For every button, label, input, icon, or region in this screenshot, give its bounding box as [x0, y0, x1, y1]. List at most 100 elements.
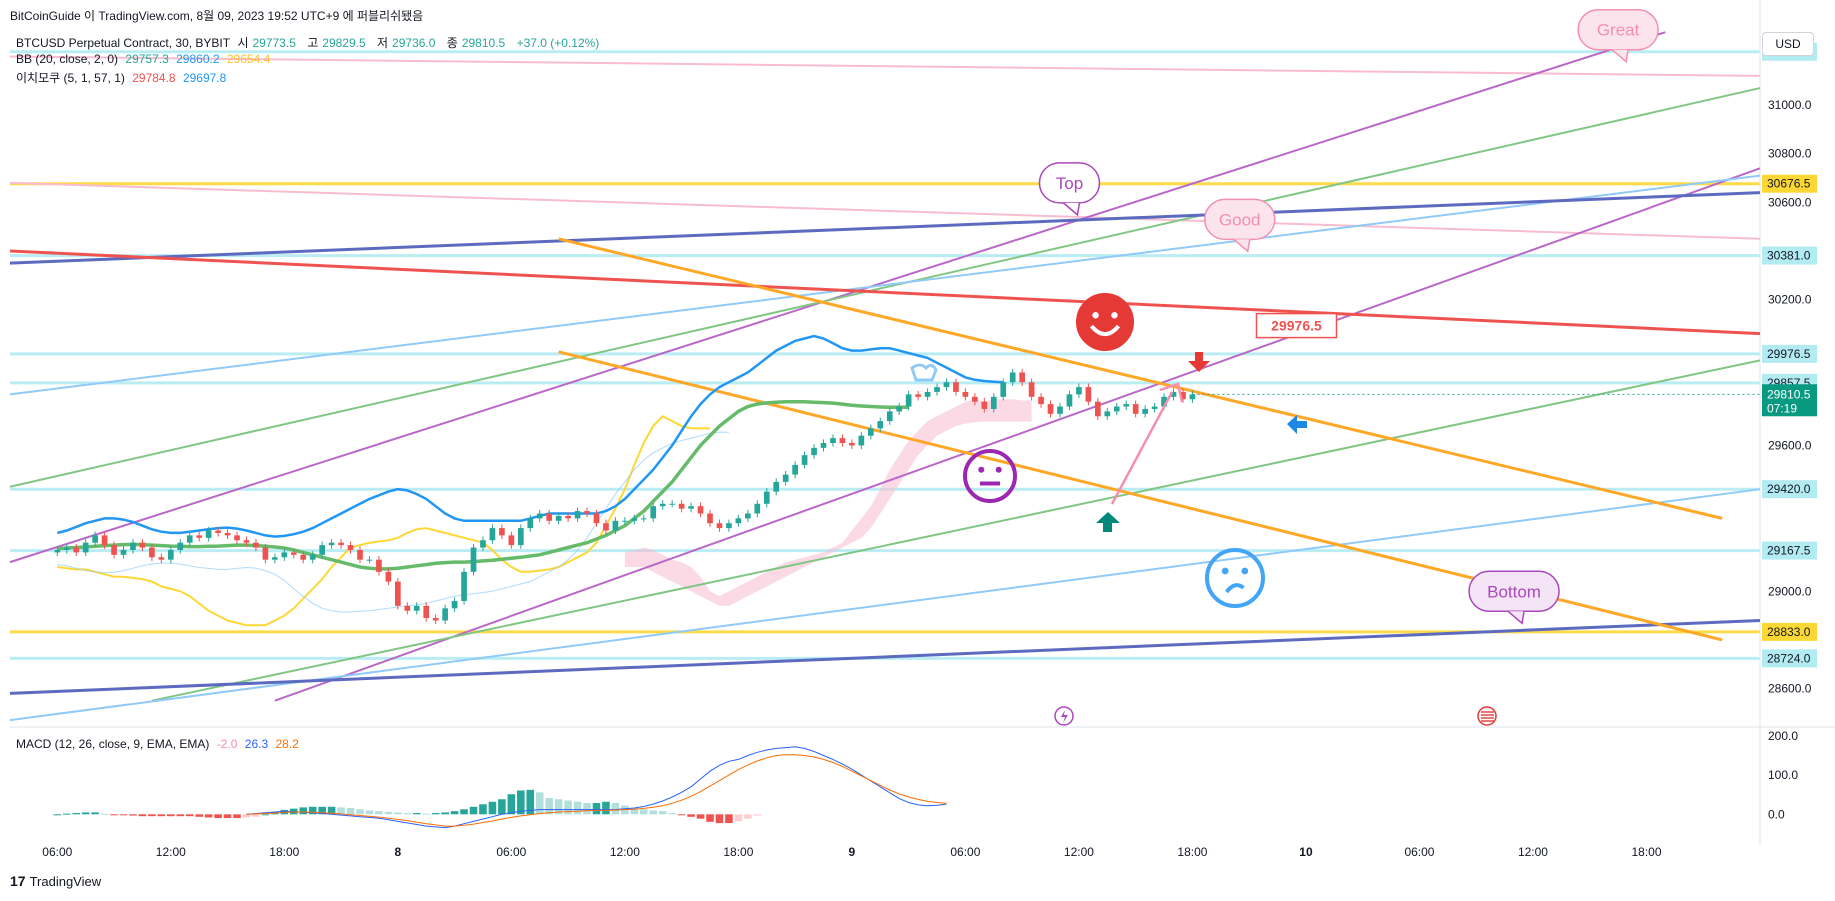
footer-brand[interactable]: 17 TradingView: [10, 873, 101, 889]
high-value: 29829.5: [322, 36, 366, 50]
candle-body: [962, 391, 969, 397]
price-badge: [1762, 480, 1817, 499]
time-tick-label: 8: [394, 845, 401, 859]
candle-body: [839, 438, 846, 443]
macd-histogram-bar: [545, 797, 553, 815]
candle-body: [754, 503, 761, 514]
candle-body: [830, 438, 836, 443]
candle-body: [63, 547, 70, 550]
sad-face-icon-outline: [1205, 548, 1265, 608]
macd-histogram-bar: [564, 800, 572, 815]
candle-body: [792, 464, 798, 475]
us-flag-event-icon[interactable]: [1477, 706, 1497, 726]
macd-histogram-bar: [611, 803, 620, 815]
currency-button[interactable]: USD: [1762, 32, 1814, 56]
last-price-badge: [1762, 384, 1817, 417]
candle-body: [82, 542, 89, 553]
candle-body: [442, 608, 448, 621]
callout-tail: [1507, 610, 1525, 625]
candle-body: [224, 532, 231, 536]
candle-body: [622, 520, 628, 522]
candle-body: [1028, 382, 1035, 397]
candle-body: [707, 513, 713, 524]
trend-line-1[interactable]: [9, 181, 1761, 240]
price-badge: [1762, 622, 1817, 641]
time-tick-label: 12:00: [1518, 845, 1548, 859]
annotations[interactable]: Great Top Good Bottom 29976.5: [910, 8, 1659, 726]
candle-body: [726, 523, 732, 529]
sad-face-icon: [1205, 548, 1265, 608]
macd-histogram-bar: [318, 806, 326, 815]
candle-body: [111, 545, 117, 555]
macd-histogram-bar: [233, 814, 241, 819]
macd-histogram-bar: [658, 811, 667, 815]
candle-body: [357, 549, 363, 560]
macd-histogram-bar: [327, 806, 336, 815]
candle-body: [943, 382, 950, 388]
price-badge: [1762, 246, 1817, 265]
trend-line-0[interactable]: [9, 55, 1761, 77]
price-label-box[interactable]: [1255, 312, 1338, 339]
candle-body: [139, 542, 146, 548]
macd-histogram-bar: [422, 813, 430, 815]
time-tick-label: 06:00: [1404, 845, 1434, 859]
trend-line-3[interactable]: [274, 167, 1761, 702]
macd-histogram-bar: [479, 804, 487, 815]
macd-histogram-bar: [176, 814, 185, 817]
macd-histogram-bar: [687, 814, 695, 817]
macd-histogram-bar: [261, 814, 270, 816]
time-tick-label: 18:00: [723, 845, 753, 859]
bb-upper-value: 29860.2: [176, 52, 220, 66]
price-badge-text: 30381.0: [1767, 249, 1811, 263]
footer-brand-text: TradingView: [29, 873, 102, 889]
ichimoku-label: 이치모쿠 (5, 1, 57, 1): [16, 71, 125, 85]
macd-histogram-bar: [119, 814, 128, 816]
candle-body: [1142, 408, 1148, 414]
candle-body: [527, 518, 534, 529]
macd-line-value: 26.3: [244, 737, 269, 751]
macd-histogram-bar: [677, 814, 686, 816]
macd-histogram-bar: [668, 813, 676, 815]
trend-line-10[interactable]: [9, 249, 1761, 336]
price-label-text: 29976.5: [1271, 318, 1322, 334]
lagging-span-line: [57, 415, 710, 627]
candle-body: [574, 511, 581, 519]
sad-face-icon-eye: [1241, 567, 1249, 575]
candle-body: [413, 605, 420, 611]
close-value: 29810.5: [461, 36, 506, 50]
candle-body: [262, 547, 269, 560]
candle-body: [290, 552, 297, 555]
trend-line-8[interactable]: [9, 191, 1761, 265]
trend-line-9[interactable]: [9, 618, 1761, 695]
candle-body: [536, 513, 543, 519]
trend-lines[interactable]: [9, 31, 1761, 722]
trend-line-2[interactable]: [9, 31, 1666, 564]
bb-lower-value: 29654.4: [226, 52, 271, 66]
macd-histogram-bar: [450, 811, 459, 815]
macd-histogram-bar: [299, 807, 308, 815]
candle-body: [366, 559, 373, 561]
time-tick-label: 06:00: [950, 845, 980, 859]
candle-body: [697, 506, 704, 514]
trend-line-4[interactable]: [9, 87, 1761, 488]
price-tick-label: 29600.0: [1768, 438, 1812, 452]
candle-body: [1151, 406, 1158, 409]
trend-line-5[interactable]: [151, 359, 1761, 702]
time-tick-label: 06:00: [496, 845, 526, 859]
macd-histogram-bar: [498, 799, 506, 815]
time-tick-label: 18:00: [269, 845, 299, 859]
candle-body: [470, 547, 477, 572]
macd-histogram-bar: [507, 794, 516, 815]
ichimoku-b-value: 29697.8: [182, 71, 227, 85]
macd-signal-line: [246, 754, 947, 827]
candle-body: [640, 518, 647, 520]
macd-histogram-bar: [81, 812, 90, 815]
candle-body: [1057, 406, 1063, 414]
trend-line-11[interactable]: [558, 237, 1723, 520]
trend-line-6[interactable]: [9, 174, 1761, 396]
candle-body: [73, 547, 80, 553]
price-badge-text: 28833.0: [1767, 625, 1811, 639]
macd-histogram-bar: [62, 813, 71, 815]
price-tick-label: 30200.0: [1768, 293, 1812, 307]
